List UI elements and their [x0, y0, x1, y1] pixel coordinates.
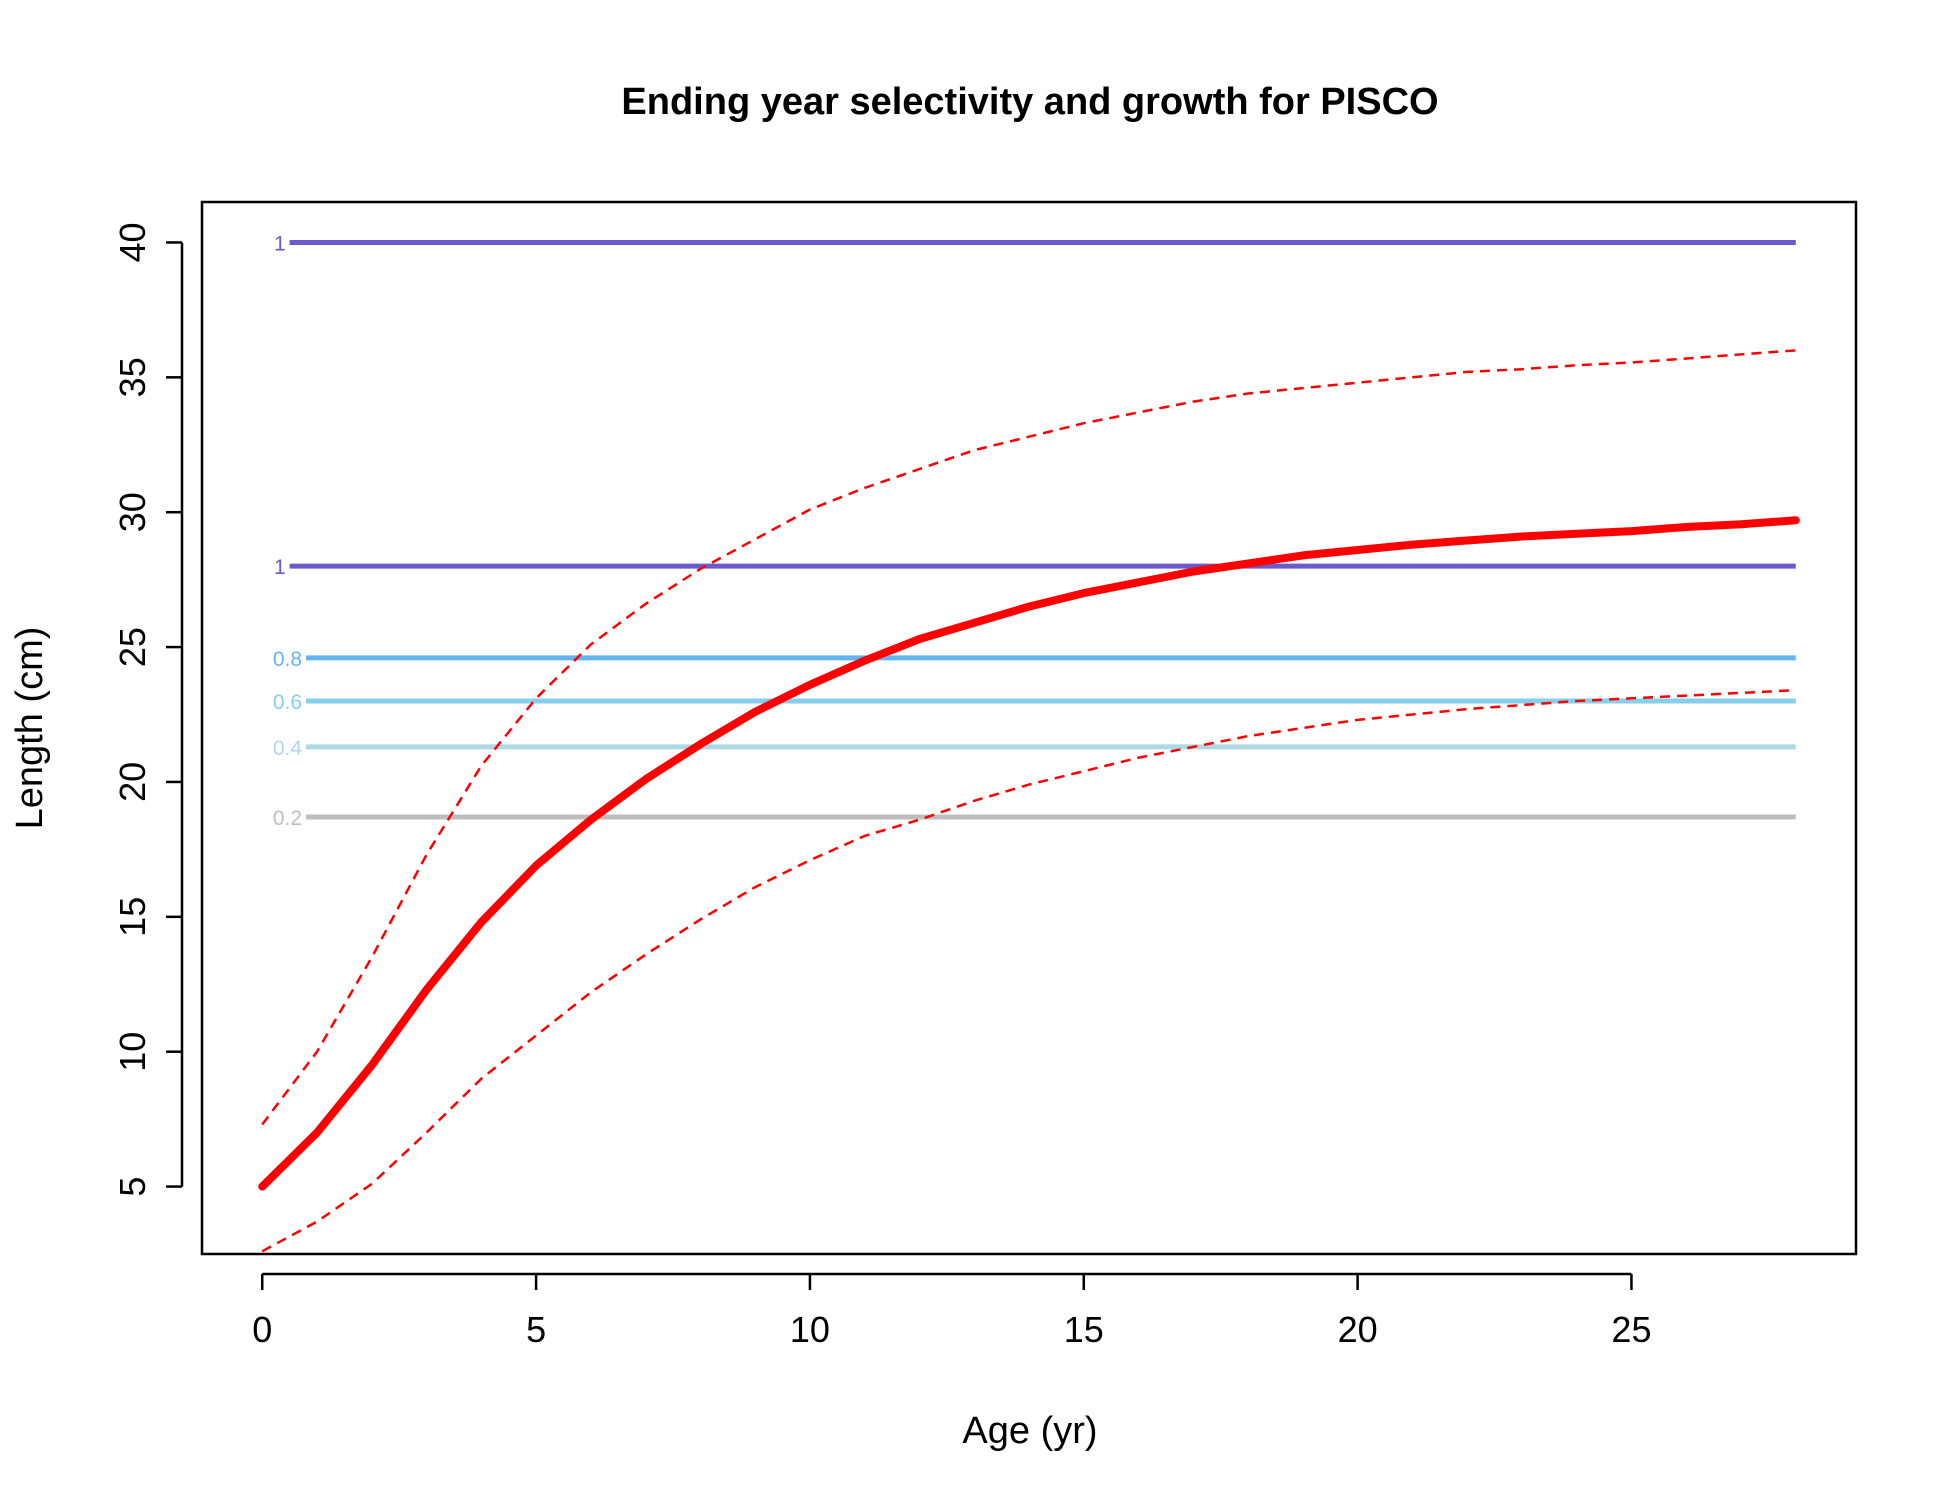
selectivity-label: 1	[274, 556, 286, 579]
plot-frame	[200, 200, 1858, 1256]
growth-mean-line	[258, 516, 1800, 1191]
x-axis-label: Age (yr)	[962, 1410, 1097, 1452]
y-axis-label: Length (cm)	[9, 627, 51, 830]
selectivity-label: 0.2	[273, 807, 302, 830]
y-axis: 5 10 15 20 25 30 35 40	[112, 222, 184, 1197]
y-tick-label: 25	[112, 627, 153, 667]
selectivity-label: 0.8	[273, 648, 302, 671]
y-tick-label: 5	[112, 1177, 153, 1197]
growth-upper-bound-line	[261, 349, 1796, 1126]
y-tick-label: 20	[112, 762, 153, 802]
growth-lower-bound-line	[261, 688, 1796, 1253]
selectivity-label: 0.4	[273, 737, 303, 760]
x-tick-label: 0	[252, 1309, 272, 1350]
plot-area: 1 1 0.8 0.6 0.4 0.2	[258, 232, 1800, 1253]
x-tick-label: 5	[526, 1309, 546, 1350]
y-tick-label: 10	[112, 1032, 153, 1072]
x-tick-label: 10	[790, 1309, 830, 1350]
x-tick-label: 15	[1064, 1309, 1104, 1350]
x-axis: 0 5 10 15 20 25	[252, 1272, 1651, 1350]
y-tick-label: 40	[112, 222, 153, 262]
selectivity-label: 0.6	[273, 691, 302, 714]
y-tick-label: 35	[112, 357, 153, 397]
selectivity-label: 1	[274, 232, 286, 255]
x-tick-label: 20	[1338, 1309, 1378, 1350]
chart-title: Ending year selectivity and growth for P…	[621, 81, 1438, 123]
y-tick-label: 15	[112, 897, 153, 937]
y-tick-label: 30	[112, 492, 153, 532]
x-tick-label: 25	[1611, 1309, 1651, 1350]
